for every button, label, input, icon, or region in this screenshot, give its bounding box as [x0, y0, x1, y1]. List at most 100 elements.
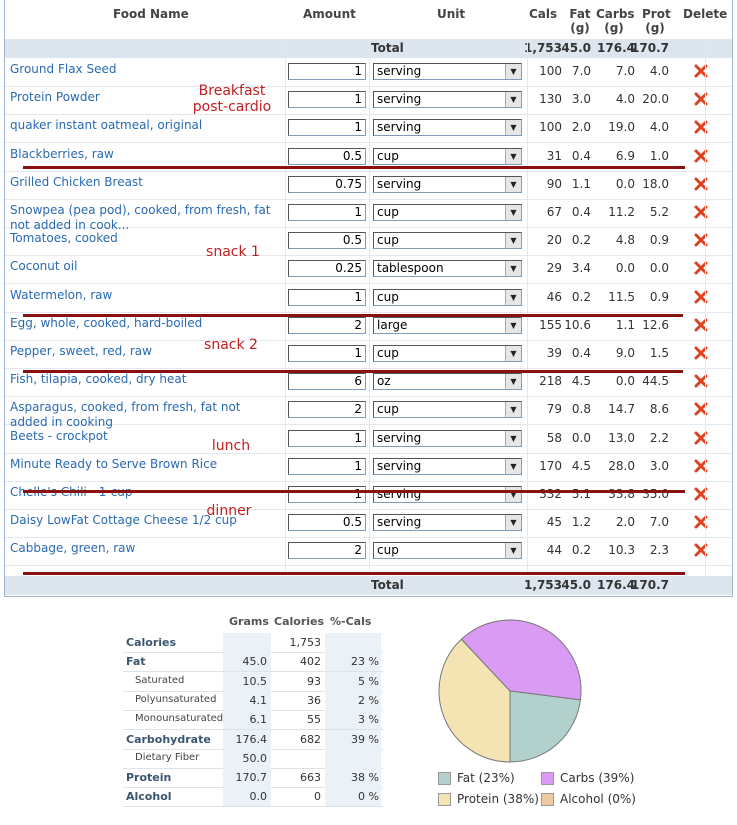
food-name-link[interactable]: Protein Powder — [10, 90, 100, 105]
amount-input[interactable]: 1 — [288, 288, 366, 306]
red-x-icon[interactable] — [693, 204, 709, 220]
amount-input[interactable]: 0.25 — [288, 260, 366, 278]
unit-select[interactable]: cup ▼ — [373, 147, 522, 165]
red-x-icon[interactable] — [693, 119, 709, 135]
red-x-icon[interactable] — [693, 289, 709, 305]
nutrition-pct: 39 % — [351, 732, 379, 746]
dropdown-arrow-icon: ▼ — [505, 92, 521, 108]
nutrition-grams: 0.0 — [249, 790, 268, 804]
unit-value: cup — [377, 543, 399, 558]
unit-select[interactable]: serving ▼ — [373, 429, 522, 447]
nutrition-label: Calories — [126, 636, 177, 649]
food-name-link[interactable]: Pepper, sweet, red, raw — [10, 344, 152, 358]
amount-input[interactable]: 0.5 — [288, 147, 366, 165]
food-name-link[interactable]: Blackberries, raw — [10, 146, 114, 161]
table-row: Pepper, sweet, red, raw 1 cup ▼ 39 0.4 9.0 1.5 — [5, 340, 732, 369]
nutrition-calories: 1,753 — [289, 636, 322, 649]
unit-select[interactable]: cup ▼ — [373, 345, 522, 362]
amount-input[interactable]: 1 — [288, 429, 366, 447]
unit-select[interactable]: tablespoon ▼ — [373, 260, 522, 278]
unit-select[interactable]: serving ▼ — [373, 119, 522, 137]
food-name-link[interactable]: Asparagus, cooked, from fresh, fat not a… — [10, 400, 241, 430]
red-x-icon[interactable] — [693, 373, 709, 389]
red-x-icon[interactable] — [693, 542, 709, 558]
amount-input[interactable]: 1 — [288, 345, 366, 362]
unit-value: serving — [377, 64, 422, 78]
amount-input[interactable]: 1 — [288, 457, 366, 475]
amount-input[interactable]: 6 — [288, 373, 366, 391]
unit-select[interactable]: large ▼ — [373, 316, 522, 334]
unit-select[interactable]: cup ▼ — [373, 204, 522, 221]
food-name-link[interactable]: Minute Ready to Serve Brown Rice — [10, 456, 218, 471]
cals-value: 20 — [546, 233, 562, 248]
amount-input[interactable]: 1 — [288, 486, 366, 503]
red-x-icon[interactable] — [693, 458, 709, 474]
food-name-link[interactable]: quaker instant oatmeal, original — [10, 118, 203, 133]
cals-value: 45 — [546, 515, 562, 530]
unit-select[interactable]: serving ▼ — [373, 457, 522, 475]
food-name-link[interactable]: Watermelon, raw — [10, 287, 113, 302]
amount-input[interactable]: 1 — [288, 91, 366, 109]
red-x-icon[interactable] — [693, 232, 709, 248]
nutrition-row: Protein 170.7 663 38 % — [123, 768, 383, 789]
amount-input[interactable]: 1 — [288, 63, 366, 80]
food-name-link[interactable]: Tomatoes, cooked — [10, 231, 118, 246]
food-name-link[interactable]: Snowpea (pea pod), cooked, from fresh, f… — [10, 203, 271, 232]
unit-select[interactable]: oz ▼ — [373, 373, 522, 391]
red-x-icon[interactable] — [693, 317, 709, 333]
unit-select[interactable]: cup ▼ — [373, 288, 522, 306]
legend-swatch — [438, 772, 451, 785]
amount-input[interactable]: 2 — [288, 542, 366, 560]
nutrition-label: Dietary Fiber — [135, 751, 200, 763]
red-x-icon[interactable] — [693, 63, 709, 79]
food-name-link[interactable]: Egg, whole, cooked, hard-boiled — [10, 315, 203, 330]
carbs-value: 28.0 — [608, 458, 635, 473]
unit-select[interactable]: serving ▼ — [373, 91, 522, 109]
nutrition-label: Alcohol — [126, 790, 172, 804]
food-name-link[interactable]: Fish, tilapia, cooked, dry heat — [10, 372, 187, 387]
red-x-icon[interactable] — [693, 430, 709, 446]
red-x-icon[interactable] — [693, 514, 709, 530]
food-name-link[interactable]: Beets - crockpot — [10, 428, 108, 443]
amount-input[interactable]: 0.75 — [288, 175, 366, 193]
unit-value: oz — [377, 374, 391, 389]
amount-input[interactable]: 1 — [288, 119, 366, 137]
food-name-link[interactable]: Daisy LowFat Cottage Cheese 1/2 cup — [10, 513, 237, 528]
red-x-icon[interactable] — [693, 486, 709, 502]
food-name-link[interactable]: Coconut oil — [10, 259, 78, 274]
amount-input[interactable]: 0.5 — [288, 232, 366, 250]
red-x-icon[interactable] — [693, 91, 709, 107]
unit-select[interactable]: cup ▼ — [373, 401, 522, 419]
annotation-snack1: snack 1 — [206, 244, 260, 260]
amount-input[interactable]: 2 — [288, 316, 366, 334]
grams-cell — [223, 729, 271, 749]
fat-value: 2.0 — [571, 120, 591, 135]
unit-select[interactable]: cup ▼ — [373, 232, 522, 250]
red-x-icon[interactable] — [693, 148, 709, 164]
table-row: Tomatoes, cooked 0.5 cup ▼ 20 0.2 4.8 0.9 — [5, 227, 732, 257]
unit-select[interactable]: serving ▼ — [373, 63, 522, 80]
unit-select[interactable]: serving ▼ — [373, 175, 522, 193]
red-x-icon[interactable] — [693, 401, 709, 417]
nutrition-header-pct: %-Cals — [330, 615, 372, 628]
grams-cell — [223, 710, 271, 730]
amount-input[interactable]: 2 — [288, 401, 366, 419]
fat-value: 1.2 — [571, 515, 591, 530]
red-x-icon[interactable] — [693, 176, 709, 192]
nutrition-label: Saturated — [135, 674, 185, 686]
unit-select[interactable]: serving ▼ — [373, 486, 522, 503]
red-x-icon[interactable] — [693, 345, 709, 361]
food-name-link[interactable]: Grilled Chicken Breast — [10, 174, 143, 189]
cals-value: 130 — [539, 92, 562, 107]
unit-select[interactable]: serving ▼ — [373, 514, 522, 532]
food-name-link[interactable]: Ground Flax Seed — [10, 62, 117, 76]
amount-input[interactable]: 0.5 — [288, 514, 366, 532]
table-row: Minute Ready to Serve Brown Rice 1 serving… — [5, 453, 732, 482]
red-x-icon[interactable] — [693, 260, 709, 276]
cals-value: 79 — [546, 402, 562, 417]
food-name-link[interactable]: Cabbage, green, raw — [10, 541, 136, 556]
total-fat: 45.0 — [561, 578, 591, 592]
amount-input[interactable]: 1 — [288, 204, 366, 221]
unit-select[interactable]: cup ▼ — [373, 542, 522, 560]
unit-value: cup — [377, 289, 399, 304]
